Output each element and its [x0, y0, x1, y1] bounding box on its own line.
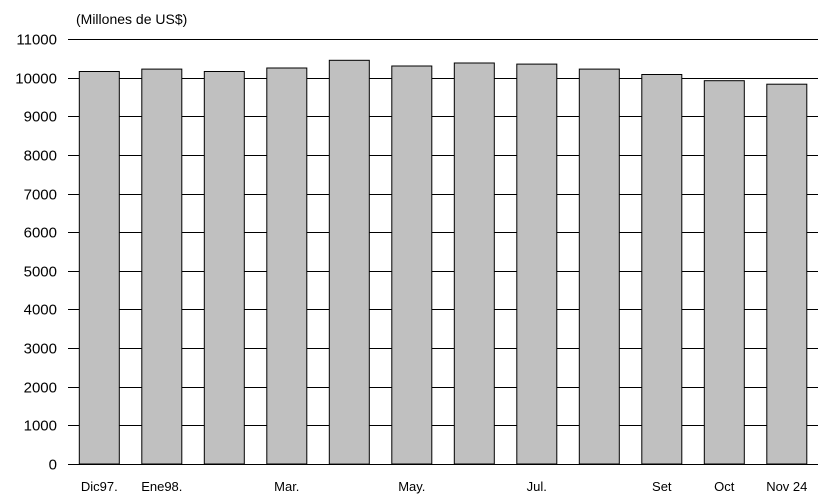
x-category-label: Ene98.	[141, 479, 182, 494]
y-tick-label: 8000	[24, 148, 57, 165]
bar	[703, 80, 745, 465]
x-category-label: Nov 24	[766, 479, 807, 494]
y-tick-label: 0	[49, 457, 57, 474]
bar	[391, 65, 433, 465]
bar	[203, 71, 245, 465]
y-tick-label: 9000	[24, 109, 57, 126]
y-tick-label: 1000	[24, 418, 57, 435]
y-tick-label: 5000	[24, 264, 57, 281]
x-category-label: Mar.	[274, 479, 299, 494]
y-tick-label: 7000	[24, 187, 57, 204]
bar	[516, 63, 558, 465]
unit-label: (Millones de US$)	[76, 11, 187, 27]
x-category-label: May.	[398, 479, 425, 494]
bar	[328, 59, 370, 465]
gridlines	[68, 39, 818, 426]
x-category-label: Oct	[714, 479, 735, 494]
y-axis-ticks: 0 1000 2000 3000 4000 5000 6000 7000 8000 9000 100…	[15, 32, 57, 474]
y-tick-label: 3000	[24, 341, 57, 358]
bar	[266, 67, 308, 465]
x-category-label: Set	[652, 479, 672, 494]
x-axis-labels: Dic97. Ene98. Mar. May. Jul. Set Oct Nov 24	[81, 479, 808, 494]
bar	[766, 83, 808, 465]
x-category-label: Dic97.	[81, 479, 118, 494]
x-category-label: Jul.	[527, 479, 547, 494]
bar	[453, 62, 495, 465]
y-tick-label: 6000	[24, 225, 57, 242]
y-tick-label: 11000	[16, 32, 57, 49]
y-tick-label: 2000	[24, 380, 57, 397]
bar	[578, 68, 620, 465]
y-tick-label: 4000	[24, 302, 57, 319]
bar	[78, 71, 120, 465]
bars	[78, 59, 808, 465]
y-tick-label: 10000	[15, 71, 57, 88]
bar	[641, 74, 683, 465]
bar	[141, 68, 183, 465]
